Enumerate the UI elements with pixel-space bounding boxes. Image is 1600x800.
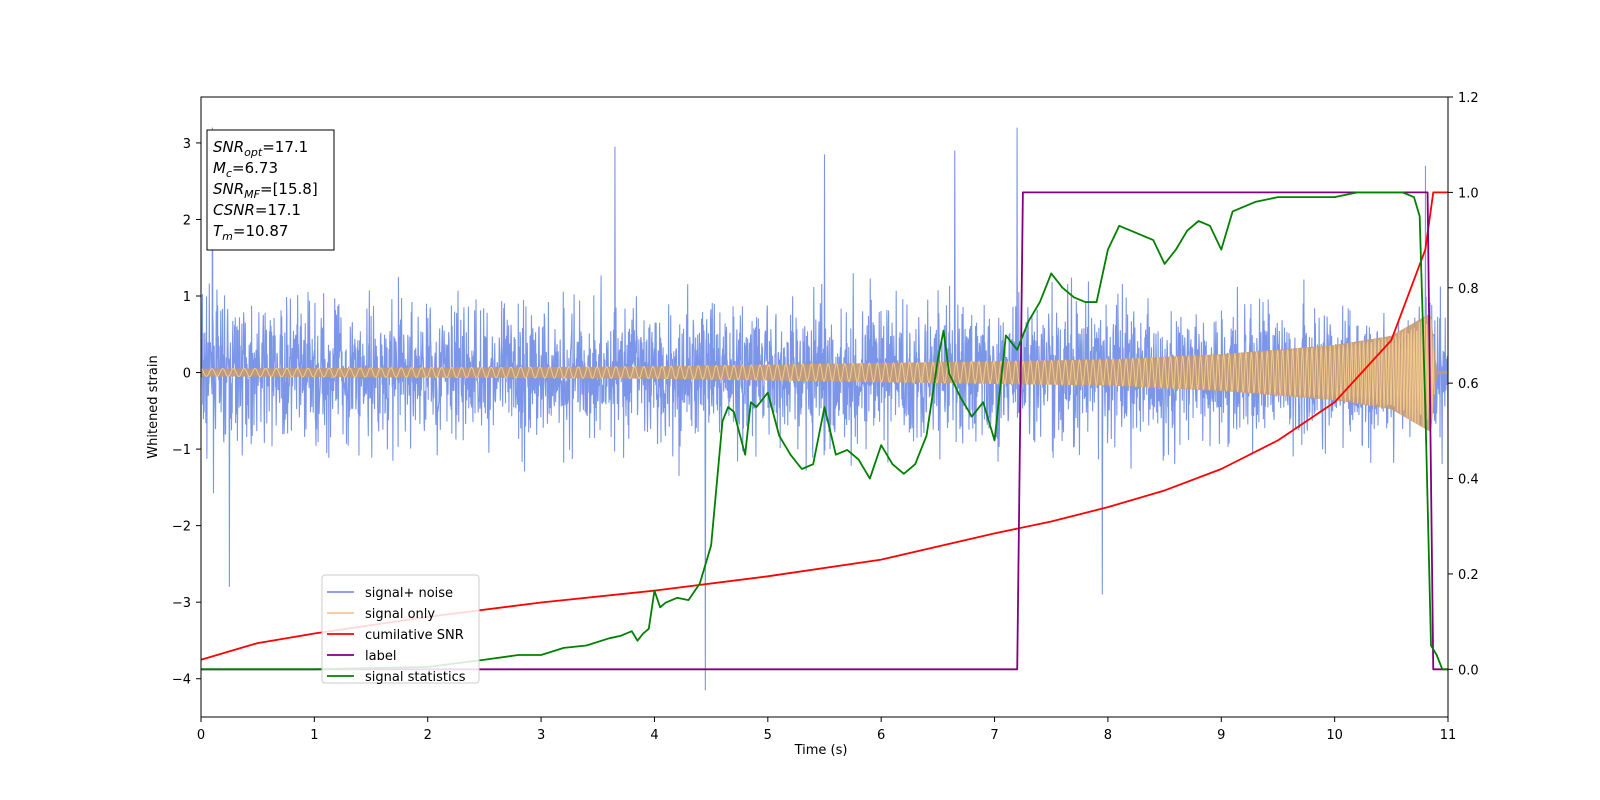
legend-label: cumilative SNR (365, 628, 464, 643)
x-tick-label: 6 (877, 728, 885, 743)
info-line: CSNR=17.1 (213, 201, 301, 219)
series-signal-only-envelope (201, 313, 1448, 432)
axes-layer: 0 1 2 3 4 5 6 7 8 9 10 113210−1−2−3−41.21.00.80.60.… (172, 91, 1479, 743)
y2-tick-label: 1.0 (1458, 186, 1479, 201)
y-tick-label: 3 (183, 137, 191, 152)
y2-tick-label: 0.8 (1458, 282, 1479, 297)
info-line: Tm=10.87 (213, 222, 288, 243)
signal-only-layer (200, 313, 1448, 432)
x-tick-label: 10 (1326, 728, 1343, 743)
y2-tick-label: 0.6 (1458, 377, 1479, 392)
y-tick-label: −4 (172, 673, 191, 688)
y2-tick-label: 0.2 (1458, 568, 1479, 583)
y-tick-label: 2 (183, 213, 191, 228)
legend-frame (321, 574, 480, 684)
info-line: SNRMF=[15.8] (213, 180, 318, 201)
x-tick-label: 1 (310, 728, 318, 743)
info-line: Mc=6.73 (213, 159, 278, 180)
legend: signal+ noise signal only cumilative SNR la… (321, 574, 480, 685)
y-tick-label: −3 (172, 596, 191, 611)
x-tick-label: 9 (1217, 728, 1225, 743)
y-tick-label: 1 (183, 290, 191, 305)
y2-tick-label: 0.4 (1458, 473, 1479, 488)
x-tick-label: 4 (650, 728, 658, 743)
legend-label: signal statistics (365, 670, 466, 685)
legend-label: label (365, 649, 396, 664)
series-label-line (201, 191, 1448, 671)
x-tick-label: 3 (537, 728, 545, 743)
info-box-frame (206, 129, 335, 251)
y-tick-label: 0 (183, 367, 191, 382)
legend-label: signal only (365, 607, 435, 622)
x-tick-label: 0 (197, 728, 205, 743)
y2-tick-label: 0.0 (1458, 663, 1479, 678)
x-tick-label: 2 (424, 728, 432, 743)
series-signal-statistics-line (201, 191, 1448, 671)
x-tick-label: 7 (990, 728, 998, 743)
x-tick-label: 11 (1440, 728, 1457, 743)
y-axis-label: Whitened strain (146, 355, 161, 458)
y2-tick-label: 1.2 (1458, 91, 1479, 106)
info-line: SNRopt=17.1 (213, 138, 308, 159)
x-axis-label: Time (s) (794, 743, 848, 758)
x-tick-label: 8 (1104, 728, 1112, 743)
y-tick-label: −2 (172, 520, 191, 535)
legend-label: signal+ noise (365, 586, 453, 601)
series-signal-only-line (200, 317, 1435, 428)
plot-frame (200, 96, 1449, 718)
x-tick-label: 5 (764, 728, 772, 743)
y-tick-label: −1 (172, 443, 191, 458)
